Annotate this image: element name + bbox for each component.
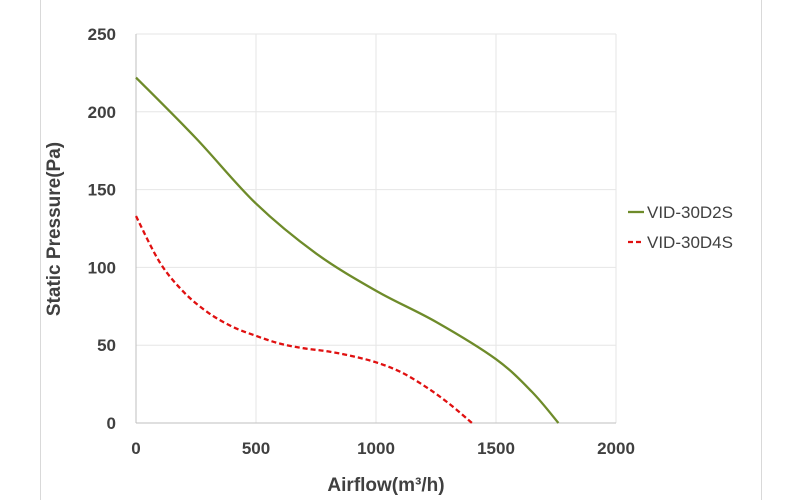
y-tick-label: 150 [88, 181, 116, 200]
x-tick-label: 2000 [597, 439, 635, 458]
y-tick-label: 200 [88, 103, 116, 122]
y-tick-label: 100 [88, 258, 116, 277]
legend-entry-vid-30d2s: VID-30D2S [628, 203, 733, 222]
x-axis-title: Airflow(m³/h) [327, 475, 444, 496]
y-tick-label: 0 [107, 414, 116, 433]
legend-entry-vid-30d4s: VID-30D4S [628, 233, 733, 252]
y-axis-title: Static Pressure(Pa) [44, 142, 65, 316]
series-lines [134, 76, 560, 424]
legend-label: VID-30D2S [647, 203, 733, 222]
y-tick-label: 250 [88, 25, 116, 44]
series-line-vid-30d4s [134, 215, 473, 424]
tick-labels: 0 50 100 150 200 250 0 500 1000 1500 2000 [88, 25, 635, 458]
x-tick-label: 1000 [357, 439, 395, 458]
axes [135, 34, 616, 424]
y-tick-label: 50 [97, 336, 116, 355]
x-tick-label: 0 [131, 439, 140, 458]
legend: VID-30D2S VID-30D4S [628, 203, 733, 252]
x-tick-label: 500 [242, 439, 270, 458]
chart-frame [40, 0, 762, 500]
legend-label: VID-30D4S [647, 233, 733, 252]
x-tick-label: 1500 [477, 439, 515, 458]
grid-lines [135, 33, 617, 424]
series-line-vid-30d2s [135, 76, 560, 424]
